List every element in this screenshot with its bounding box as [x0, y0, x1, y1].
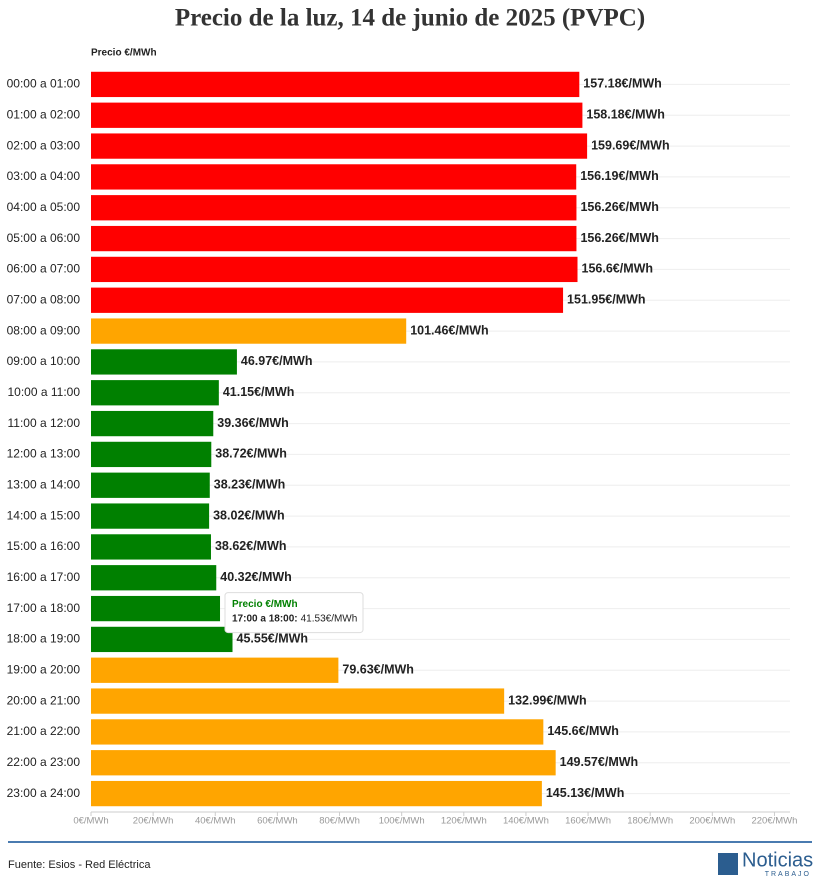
- y-tick-label: 12:00 a 13:00: [7, 447, 81, 461]
- y-tick-label: 06:00 a 07:00: [7, 262, 81, 276]
- x-tick-label: 160€/MWh: [565, 816, 611, 827]
- tooltip-box: [224, 592, 364, 634]
- bar: [91, 225, 577, 252]
- y-tick-label: 16:00 a 17:00: [7, 570, 81, 584]
- value-label: 40.32€/MWh: [220, 570, 292, 584]
- bar: [91, 750, 556, 776]
- value-label: 38.02€/MWh: [213, 508, 285, 522]
- bar: [91, 780, 542, 807]
- y-tick-label: 20:00 a 21:00: [7, 693, 81, 707]
- bar: [91, 688, 505, 714]
- value-label: 132.99€/MWh: [508, 693, 587, 707]
- value-label: 38.72€/MWh: [215, 447, 287, 461]
- bar: [91, 102, 583, 128]
- y-tick-label: 10:00 a 11:00: [7, 385, 80, 399]
- y-tick-label: 18:00 a 19:00: [7, 632, 81, 646]
- y-tick-label: 04:00 a 05:00: [7, 200, 81, 214]
- y-tick-label: 02:00 a 03:00: [7, 138, 81, 152]
- bar: [91, 133, 588, 159]
- y-tick-label: 03:00 a 04:00: [7, 169, 81, 183]
- value-label: 41.15€/MWh: [223, 385, 295, 399]
- value-label: 38.23€/MWh: [214, 478, 286, 492]
- bar: [91, 349, 237, 375]
- value-label: 151.95€/MWh: [567, 293, 646, 307]
- bar: [91, 256, 578, 283]
- bar: [91, 503, 210, 529]
- x-tick-label: 180€/MWh: [627, 816, 673, 827]
- bar: [91, 534, 211, 560]
- y-tick-label: 14:00 a 15:00: [7, 508, 81, 522]
- x-tick-label: 100€/MWh: [379, 816, 425, 827]
- y-tick-label: 17:00 a 18:00: [7, 601, 81, 615]
- value-label: 158.18€/MWh: [586, 108, 665, 122]
- x-tick-label: 20€/MWh: [133, 816, 174, 827]
- value-label: 145.13€/MWh: [546, 786, 625, 800]
- value-label: 156.6€/MWh: [582, 262, 654, 276]
- bar: [91, 657, 339, 683]
- x-tick-label: 60€/MWh: [257, 816, 298, 827]
- bar: [91, 472, 210, 498]
- y-tick-label: 22:00 a 23:00: [7, 755, 81, 769]
- value-label: 159.69€/MWh: [591, 138, 670, 152]
- value-label: 39.36€/MWh: [217, 416, 289, 430]
- y-tick-label: 09:00 a 10:00: [7, 354, 81, 368]
- bar: [91, 410, 214, 437]
- bar: [91, 595, 221, 622]
- x-tick-label: 140€/MWh: [503, 816, 549, 827]
- tooltip-row: 17:00 a 18:00: 41.53€/MWh: [232, 613, 357, 624]
- y-tick-label: 01:00 a 02:00: [7, 107, 81, 121]
- value-label: 38.62€/MWh: [215, 539, 287, 553]
- x-tick-label: 200€/MWh: [689, 816, 735, 827]
- value-label: 45.55€/MWh: [237, 632, 309, 646]
- value-label: 46.97€/MWh: [241, 354, 313, 368]
- logo-icon: [718, 853, 738, 875]
- bar: [91, 287, 564, 313]
- bar: [91, 719, 544, 745]
- y-tick-label: 23:00 a 24:00: [7, 786, 81, 800]
- y-tick-label: 21:00 a 22:00: [7, 724, 81, 738]
- bar: [91, 626, 233, 653]
- y-tick-label: 05:00 a 06:00: [7, 231, 81, 245]
- x-tick-label: 120€/MWh: [441, 816, 487, 827]
- bar: [91, 380, 219, 406]
- value-label: 156.19€/MWh: [580, 169, 659, 183]
- y-tick-label: 08:00 a 09:00: [7, 323, 81, 337]
- chart-title: Precio de la luz, 14 de junio de 2025 (P…: [175, 5, 645, 32]
- tooltip: Precio €/MWh 17:00 a 18:00: 41.53€/MWh: [224, 592, 364, 634]
- y-tick-label: 15:00 a 16:00: [7, 539, 81, 553]
- y-tick-label: 13:00 a 14:00: [7, 477, 81, 491]
- y-tick-label: 11:00 a 12:00: [7, 416, 80, 430]
- bar: [91, 195, 577, 221]
- tooltip-label: 17:00 a 18:00:: [232, 613, 298, 624]
- value-label: 156.26€/MWh: [580, 200, 659, 214]
- logo-name: Noticias: [742, 849, 813, 871]
- bar: [91, 318, 407, 344]
- value-label: 79.63€/MWh: [342, 663, 414, 677]
- value-label: 156.26€/MWh: [580, 231, 659, 245]
- tooltip-title: Precio €/MWh: [232, 599, 298, 610]
- bar: [91, 71, 580, 98]
- axis-title: Precio €/MWh: [91, 48, 157, 59]
- value-label: 101.46€/MWh: [410, 323, 489, 337]
- value-label: 157.18€/MWh: [583, 77, 662, 91]
- bar: [91, 441, 212, 468]
- bar: [91, 565, 217, 591]
- value-label: 145.6€/MWh: [547, 724, 619, 738]
- x-tick-label: 220€/MWh: [751, 816, 797, 827]
- y-tick-label: 07:00 a 08:00: [7, 292, 81, 306]
- value-label: 149.57€/MWh: [560, 755, 639, 769]
- x-tick-label: 40€/MWh: [195, 816, 236, 827]
- bar: [91, 164, 577, 190]
- source: Fuente: Esios - Red Eléctrica: [8, 859, 151, 871]
- y-tick-label: 19:00 a 20:00: [7, 662, 81, 676]
- x-tick-label: 0€/MWh: [73, 816, 108, 827]
- logo-sub: TRABAJO: [765, 871, 811, 878]
- x-tick-label: 80€/MWh: [319, 816, 360, 827]
- y-tick-label: 00:00 a 01:00: [7, 77, 81, 91]
- tooltip-value: 41.53€/MWh: [301, 613, 358, 624]
